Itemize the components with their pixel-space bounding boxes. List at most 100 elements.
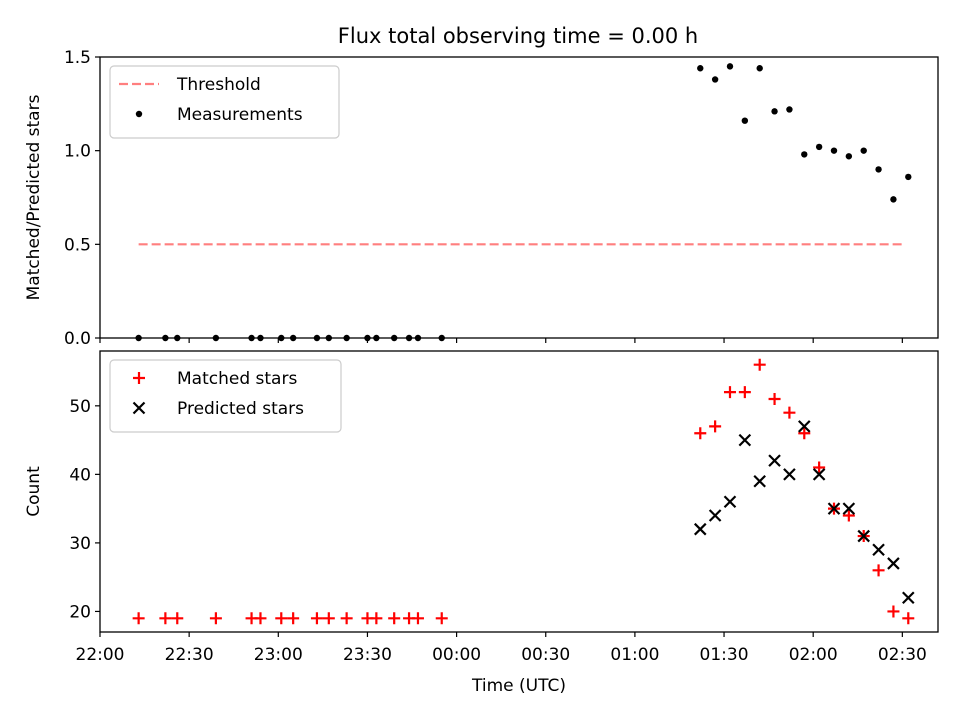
data-point <box>786 106 793 113</box>
legend-swatch <box>135 110 143 118</box>
data-point <box>857 529 870 543</box>
data-point <box>411 612 424 625</box>
data-point <box>768 392 781 405</box>
data-point <box>783 468 796 481</box>
series-measurements <box>135 63 912 342</box>
x-tick-label: 01:00 <box>610 645 659 665</box>
data-point <box>860 147 867 154</box>
data-point <box>783 406 796 419</box>
data-point <box>159 612 172 625</box>
data-point <box>812 468 826 481</box>
legend-label: Threshold <box>176 75 261 95</box>
data-point <box>723 495 737 509</box>
data-point <box>827 502 841 515</box>
data-point <box>275 612 288 625</box>
data-point <box>756 65 763 72</box>
data-point <box>287 612 300 625</box>
data-point <box>254 612 267 625</box>
data-point <box>438 334 445 342</box>
data-point <box>842 509 855 522</box>
legend-label: Measurements <box>177 105 303 125</box>
data-point <box>905 173 912 181</box>
data-point <box>340 612 353 625</box>
y-tick-label: 0.0 <box>64 329 91 349</box>
y-tick-label: 20 <box>69 602 91 622</box>
data-point <box>364 334 371 342</box>
data-point <box>753 474 766 488</box>
legend-box <box>109 65 340 139</box>
data-point <box>842 502 856 515</box>
data-point <box>257 334 264 342</box>
y-tick-label: 0.5 <box>64 235 91 255</box>
data-point <box>325 334 333 342</box>
data-point <box>741 117 749 124</box>
legend-item: Predicted stars <box>132 399 304 419</box>
data-point <box>872 543 885 557</box>
legend-swatch <box>133 372 145 384</box>
data-point <box>248 334 255 342</box>
x-axis-title: Time (UTC) <box>471 676 566 696</box>
data-point <box>212 334 220 342</box>
x-tick-label: 00:00 <box>432 645 481 665</box>
data-point <box>132 612 145 625</box>
data-point <box>322 612 335 625</box>
data-point <box>902 612 915 625</box>
y-tick-label: 1.5 <box>64 48 91 68</box>
x-tick-label: 23:30 <box>343 645 392 665</box>
data-point <box>801 151 808 158</box>
data-point <box>313 334 321 342</box>
data-point <box>830 147 838 154</box>
legend-swatch <box>132 401 146 415</box>
data-point <box>887 605 900 618</box>
data-point <box>693 522 707 536</box>
data-point <box>289 334 297 342</box>
x-tick-label: 23:00 <box>254 645 303 665</box>
data-point <box>902 591 915 605</box>
data-point <box>174 334 181 342</box>
data-point <box>726 63 734 70</box>
data-point <box>875 166 882 173</box>
chart-title: Flux total observing time = 0.00 h <box>338 24 698 48</box>
data-point <box>709 420 722 433</box>
data-point <box>798 427 811 440</box>
legend-item: Measurements <box>135 105 303 125</box>
x-tick-label: 22:00 <box>76 645 125 665</box>
data-point <box>845 153 853 160</box>
data-point <box>813 461 826 474</box>
data-point <box>405 334 413 342</box>
data-point <box>815 143 823 151</box>
data-point <box>771 108 778 115</box>
y-tick-label: 50 <box>69 397 91 417</box>
y-axis-title: Count <box>24 466 44 517</box>
data-point <box>738 386 751 399</box>
data-point <box>135 334 142 342</box>
data-point <box>723 386 736 399</box>
plot-frame <box>99 56 939 339</box>
y-axis-title: Matched/Predicted stars <box>24 94 44 300</box>
data-point <box>390 334 398 342</box>
data-point <box>753 358 766 371</box>
y-tick-label: 30 <box>69 534 91 554</box>
x-tick-label: 02:30 <box>878 645 927 665</box>
data-point <box>162 334 169 342</box>
top-panel-ratio: 0.0 0.5 1.0 1.5 Matched/Predicted stars Thres… <box>24 48 939 349</box>
x-tick-label: 22:30 <box>165 645 214 665</box>
legend: Threshold Measurements <box>109 65 340 139</box>
plot-frame <box>99 350 939 633</box>
data-point <box>343 334 350 342</box>
data-point <box>694 427 707 440</box>
legend-label: Predicted stars <box>177 399 304 419</box>
data-point <box>697 65 704 72</box>
x-tick-label: 01:30 <box>700 645 749 665</box>
series-predicted-stars <box>693 420 915 605</box>
x-tick-label: 02:00 <box>789 645 838 665</box>
data-point <box>435 612 448 625</box>
data-point <box>373 334 380 342</box>
data-point <box>797 420 811 433</box>
data-point <box>310 612 323 625</box>
data-point <box>711 76 719 83</box>
data-point <box>414 334 422 342</box>
legend-box <box>109 359 342 433</box>
y-tick-label: 1.0 <box>64 142 91 162</box>
